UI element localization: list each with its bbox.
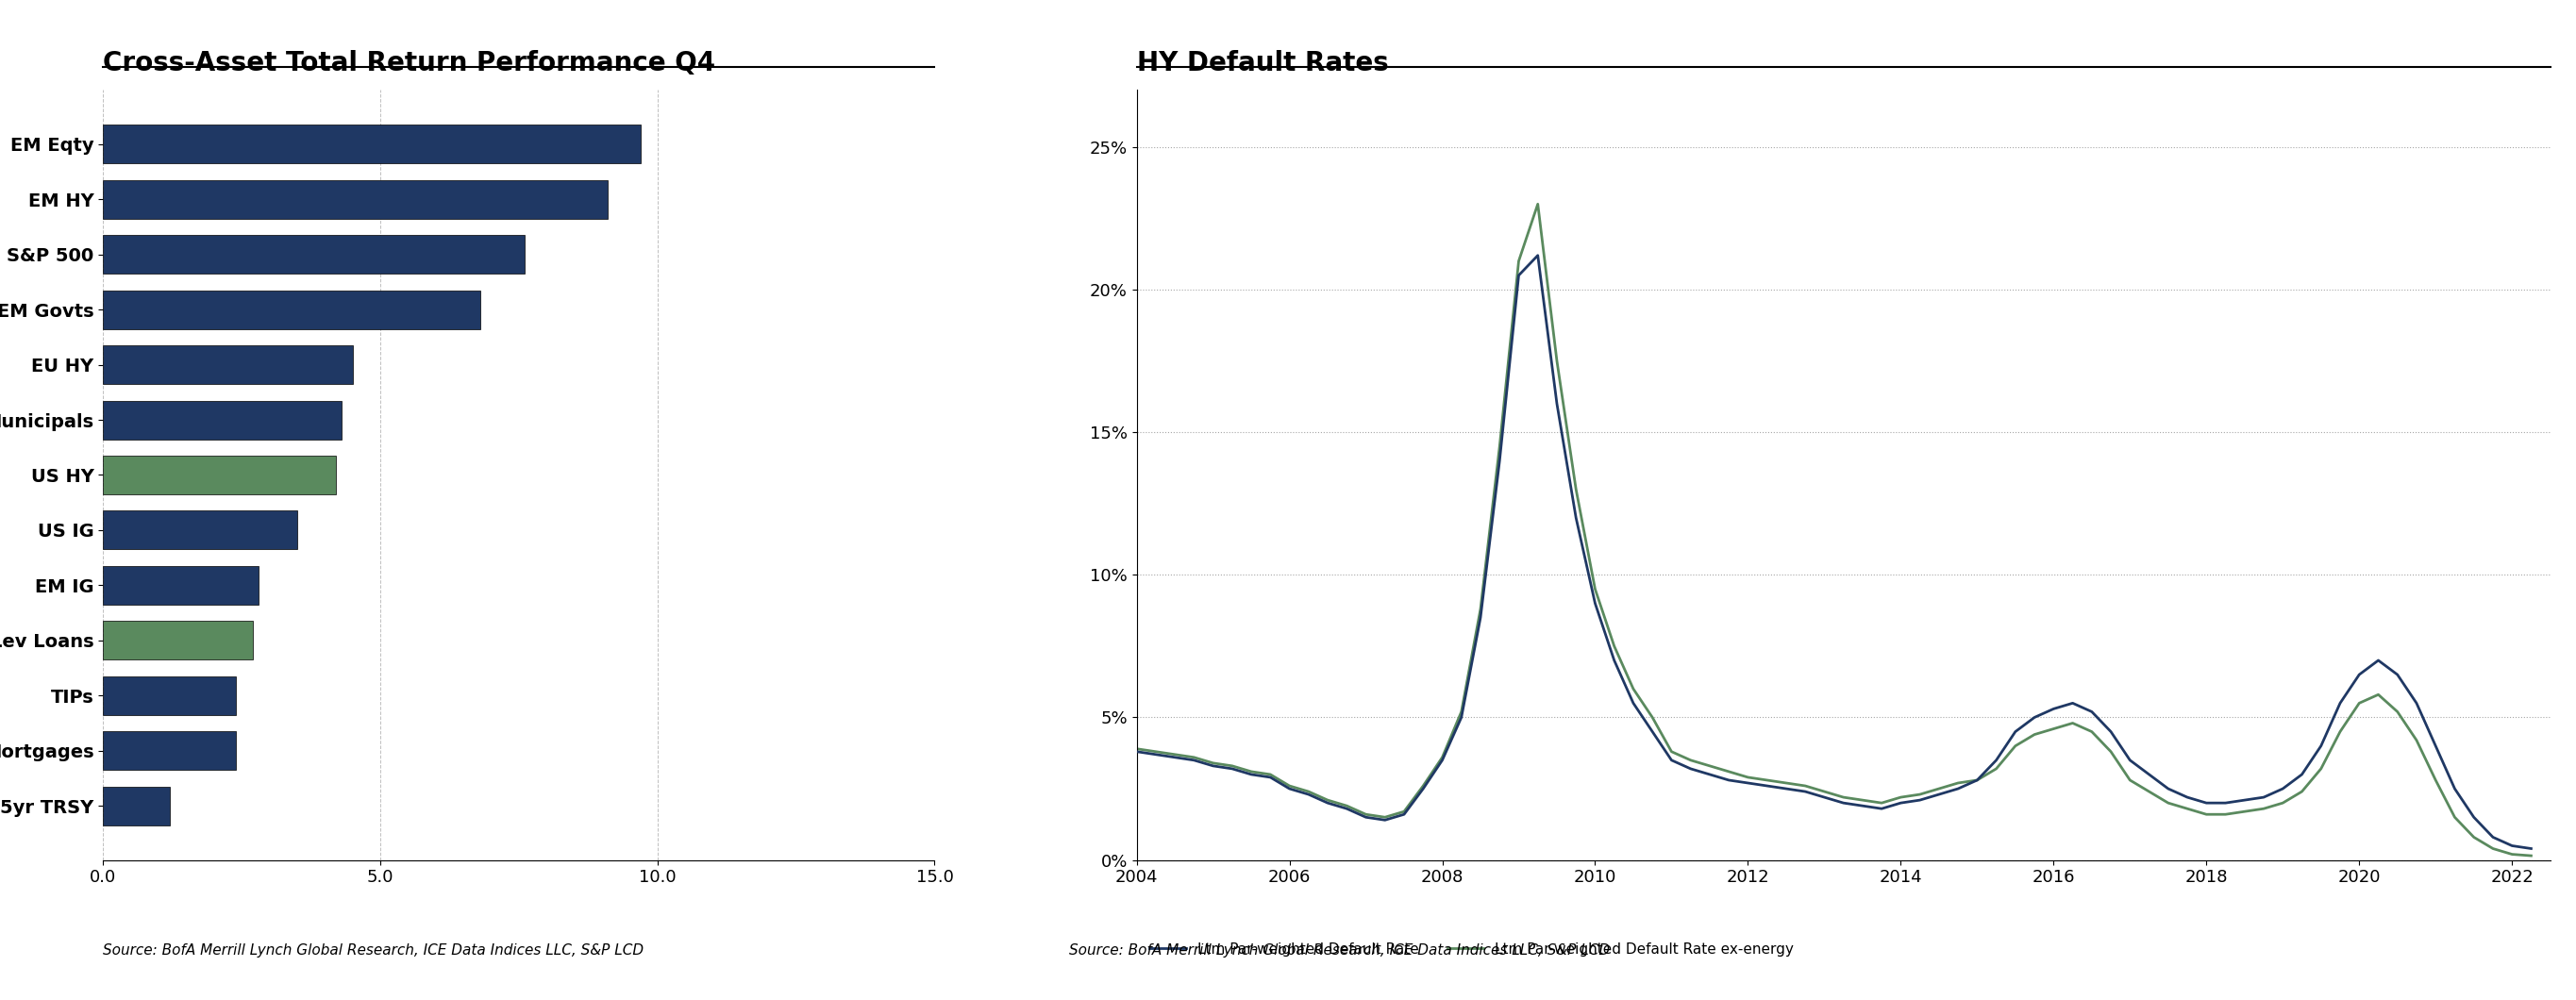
Ltm Par-weighted Default Rate ex-energy [2401, 734, 2432, 746]
Bar [103, 456, 335, 494]
Ltm Par-weighted Default Rate ex-energy [1904, 788, 1935, 800]
Ltm Par-weighted Default Rate [1406, 783, 1437, 795]
Ltm Par-weighted Default Rate [1904, 794, 1935, 806]
Ltm Par-weighted Default Rate [1924, 788, 1955, 800]
Ltm Par-weighted Default Rate ex-energy [1427, 751, 1458, 763]
Bar [103, 235, 526, 274]
Ltm Par-weighted Default Rate [1600, 654, 1631, 666]
Bar [103, 566, 258, 605]
Bar [103, 180, 608, 219]
Ltm Par-weighted Default Rate ex-energy [1522, 198, 1553, 210]
Ltm Par-weighted Default Rate ex-energy [2517, 850, 2548, 862]
Text: Source: BofA Merrill Lynch Global Research, ICE Data Indices LLC, S&P LCD: Source: BofA Merrill Lynch Global Resear… [1069, 944, 1610, 958]
Line: Ltm Par-weighted Default Rate ex-energy: Ltm Par-weighted Default Rate ex-energy [1136, 204, 2532, 856]
Bar [103, 676, 237, 715]
Ltm Par-weighted Default Rate [2517, 843, 2548, 855]
Ltm Par-weighted Default Rate ex-energy [1924, 783, 1955, 795]
Ltm Par-weighted Default Rate [1121, 746, 1151, 758]
Ltm Par-weighted Default Rate ex-energy [1406, 780, 1437, 792]
Bar [103, 511, 296, 549]
Bar [103, 621, 252, 660]
Text: Cross-Asset Total Return Performance Q4: Cross-Asset Total Return Performance Q4 [103, 50, 716, 76]
Bar [103, 345, 353, 384]
Ltm Par-weighted Default Rate [1522, 249, 1553, 261]
Ltm Par-weighted Default Rate [2401, 697, 2432, 709]
Bar [103, 401, 343, 439]
Legend: Ltm Par-weighted Default Rate, Ltm Par-weighted Default Rate ex-energy: Ltm Par-weighted Default Rate, Ltm Par-w… [1144, 937, 1801, 962]
Text: Source: BofA Merrill Lynch Global Research, ICE Data Indices LLC, S&P LCD: Source: BofA Merrill Lynch Global Resear… [103, 944, 644, 958]
Ltm Par-weighted Default Rate [1427, 754, 1458, 766]
Bar [103, 290, 479, 329]
Ltm Par-weighted Default Rate ex-energy [1121, 743, 1151, 755]
Bar [103, 786, 170, 825]
Ltm Par-weighted Default Rate ex-energy [1600, 640, 1631, 652]
Bar [103, 125, 641, 164]
Line: Ltm Par-weighted Default Rate: Ltm Par-weighted Default Rate [1136, 255, 2532, 849]
Text: HY Default Rates: HY Default Rates [1136, 50, 1388, 76]
Bar [103, 731, 237, 770]
